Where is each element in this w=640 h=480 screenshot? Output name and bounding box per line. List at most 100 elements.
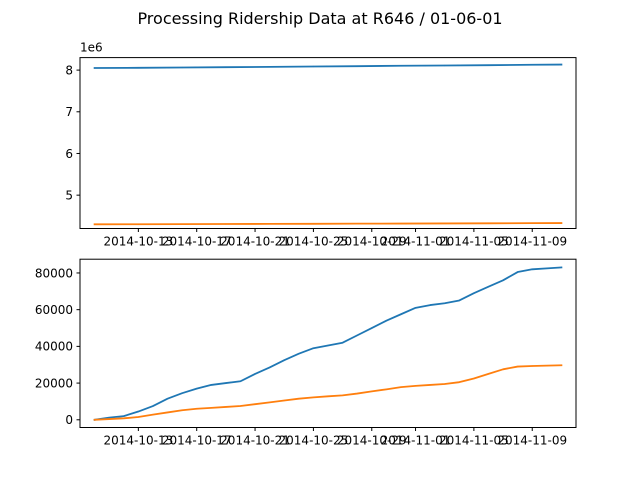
bottom-y-tick-label: 40000 <box>35 340 73 354</box>
top-series-2-point <box>93 223 96 225</box>
bottom-series-1-point <box>546 267 548 269</box>
top-x-tick-label: 2014-10-25 <box>279 235 349 249</box>
top-series-2-point <box>269 223 271 225</box>
bottom-series-1-point <box>181 392 183 394</box>
bottom-series-1-point <box>137 410 139 413</box>
bottom-series-1-point <box>371 327 373 329</box>
bottom-series-2-point <box>166 411 169 414</box>
bottom-series-2-point <box>225 406 227 408</box>
bottom-x-tick-label: 2014-10-21 <box>220 434 290 448</box>
top-y-tick-label: 6 <box>65 147 73 161</box>
bottom-series-1-point <box>239 380 242 382</box>
bottom-series-2-point <box>531 365 533 367</box>
bottom-series-1-point <box>283 359 285 361</box>
top-x-tick-label: 2014-11-01 <box>381 235 451 249</box>
bottom-series-2-point <box>458 381 460 383</box>
top-series-2-point <box>531 222 533 224</box>
bottom-series-2-point <box>473 377 475 380</box>
bottom-series-2-point <box>487 373 490 375</box>
bottom-series-1-point <box>400 313 402 315</box>
top-subplot: 2014-10-132014-10-172014-10-212014-10-25… <box>65 41 577 249</box>
top-series-2-point <box>225 223 227 225</box>
top-x-tick-label: 2014-10-13 <box>103 235 173 249</box>
top-series-1-point <box>181 66 183 69</box>
bottom-series-2-point <box>444 383 446 385</box>
bottom-series-2-point <box>239 405 242 407</box>
top-series-1-point <box>400 65 402 67</box>
bottom-series-1-point <box>385 320 387 322</box>
top-y-tick-label: 7 <box>65 105 73 119</box>
bottom-series-2-point <box>181 409 183 411</box>
figure-title: Processing Ridership Data at R646 / 01-0… <box>137 9 503 28</box>
bottom-series-2-point <box>341 394 344 396</box>
bottom-x-tick-label: 2014-11-09 <box>497 434 567 448</box>
bottom-series-1-point <box>444 302 446 304</box>
bottom-series-1-point <box>356 334 358 336</box>
bottom-x-tick-label: 2014-10-29 <box>337 434 407 448</box>
bottom-series-1-point <box>225 382 227 384</box>
top-series-1-point <box>225 66 227 68</box>
bottom-subplot: 2014-10-132014-10-172014-10-212014-10-25… <box>35 258 577 448</box>
bottom-y-tick-label: 80000 <box>35 266 73 280</box>
bottom-series-1-point <box>517 271 519 273</box>
top-x-tick-label: 2014-11-05 <box>439 235 509 249</box>
bottom-series-1-point <box>108 416 110 419</box>
bottom-series-1-point <box>458 299 460 302</box>
top-series-1-point <box>269 66 271 68</box>
top-series-line-1 <box>93 63 563 69</box>
top-axes-frame <box>79 57 577 229</box>
top-series-1-point <box>487 64 490 66</box>
top-y-tick-label: 5 <box>65 188 73 202</box>
bottom-series-2-point <box>502 368 504 370</box>
bottom-series-2-point <box>152 414 154 416</box>
bottom-series-2-point <box>137 416 139 418</box>
top-x-tick-label: 2014-10-29 <box>337 235 407 249</box>
top-series-1-point <box>560 63 563 66</box>
bottom-series-2-point <box>196 408 198 410</box>
bottom-series-1-point <box>502 279 504 281</box>
bottom-x-tick-label: 2014-10-13 <box>103 434 173 448</box>
bottom-series-2-point <box>93 419 96 421</box>
top-y-tick-label: 8 <box>65 63 73 77</box>
top-x-tick-label: 2014-10-21 <box>220 235 290 249</box>
top-y-offset-text: 1e6 <box>80 41 103 55</box>
bottom-y-tick-label: 20000 <box>35 376 73 390</box>
bottom-series-2-point <box>123 417 125 419</box>
bottom-series-2-point <box>298 398 300 400</box>
bottom-x-tick-label: 2014-11-01 <box>381 434 451 448</box>
bottom-series-2-point <box>327 395 329 397</box>
bottom-series-1-point <box>152 405 154 407</box>
bottom-series-1-point <box>210 384 212 386</box>
bottom-y-tick-label: 0 <box>65 413 73 427</box>
top-x-tick-label: 2014-10-17 <box>162 235 232 249</box>
bottom-series-1-point <box>473 292 475 294</box>
bottom-series-1-point <box>531 268 533 270</box>
top-series-1-point <box>93 67 96 69</box>
bottom-series-2-point <box>269 401 271 403</box>
top-series-2-point <box>560 222 563 224</box>
bottom-x-tick-label: 2014-10-25 <box>279 434 349 448</box>
bottom-series-1-point <box>166 398 169 400</box>
bottom-series-2-point <box>312 396 315 398</box>
bottom-series-2-point <box>283 399 285 402</box>
bottom-series-2-point <box>546 365 548 367</box>
bottom-series-1-point <box>312 347 315 349</box>
bottom-series-1-point <box>429 304 431 306</box>
top-series-2-point <box>444 222 446 225</box>
bottom-series-2-point <box>414 385 417 387</box>
bottom-series-2-point <box>517 365 519 368</box>
top-series-2-point <box>356 223 358 225</box>
bottom-series-2-point <box>254 403 256 405</box>
top-series-1-point <box>312 65 315 68</box>
bottom-series-2-point <box>560 364 563 366</box>
bottom-series-1-point <box>341 342 344 344</box>
bottom-series-1-point <box>327 344 329 347</box>
bottom-series-line-2 <box>93 364 563 421</box>
bottom-series-2-point <box>400 386 402 388</box>
bottom-series-2-point <box>210 407 212 409</box>
top-series-1-point <box>356 65 358 67</box>
bottom-series-2-point <box>356 392 358 395</box>
top-series-1-point <box>137 67 139 69</box>
bottom-series-2-point <box>108 418 110 420</box>
